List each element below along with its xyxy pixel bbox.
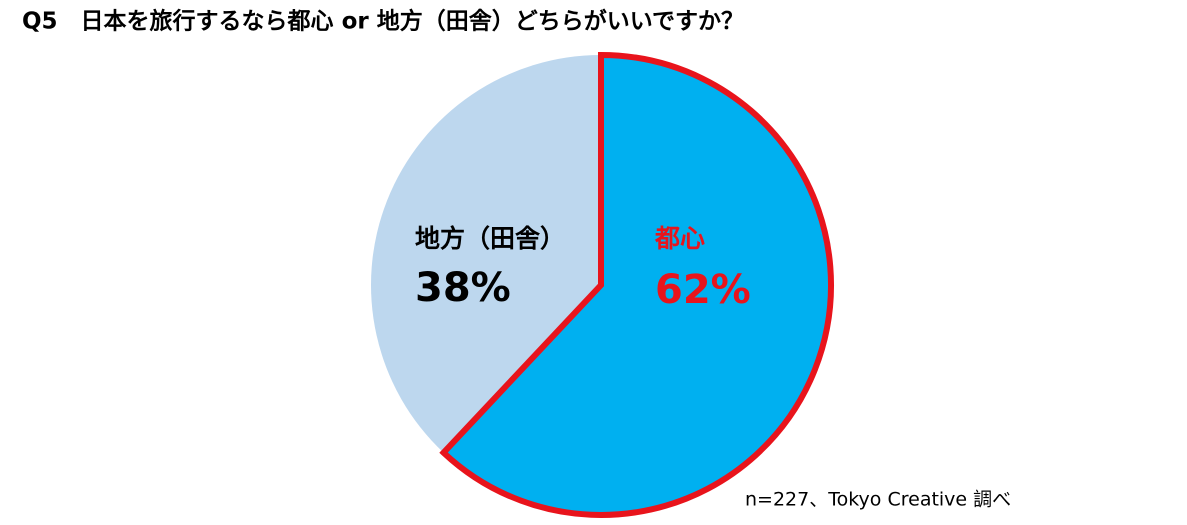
pie-slice bbox=[370, 55, 601, 453]
pie-slice bbox=[439, 51, 834, 518]
slice-value-label: 38% bbox=[415, 265, 511, 311]
slice-value-label: 62% bbox=[655, 267, 751, 313]
slice-category-label: 都心 bbox=[654, 224, 705, 253]
chart-title: Q5 日本を旅行するなら都心 or 地方（田舎）どちらがいいですか？ bbox=[22, 8, 744, 35]
source-note: n=227、Tokyo Creative 調べ bbox=[745, 489, 1011, 511]
slice-category-label: 地方（田舎） bbox=[415, 224, 565, 253]
